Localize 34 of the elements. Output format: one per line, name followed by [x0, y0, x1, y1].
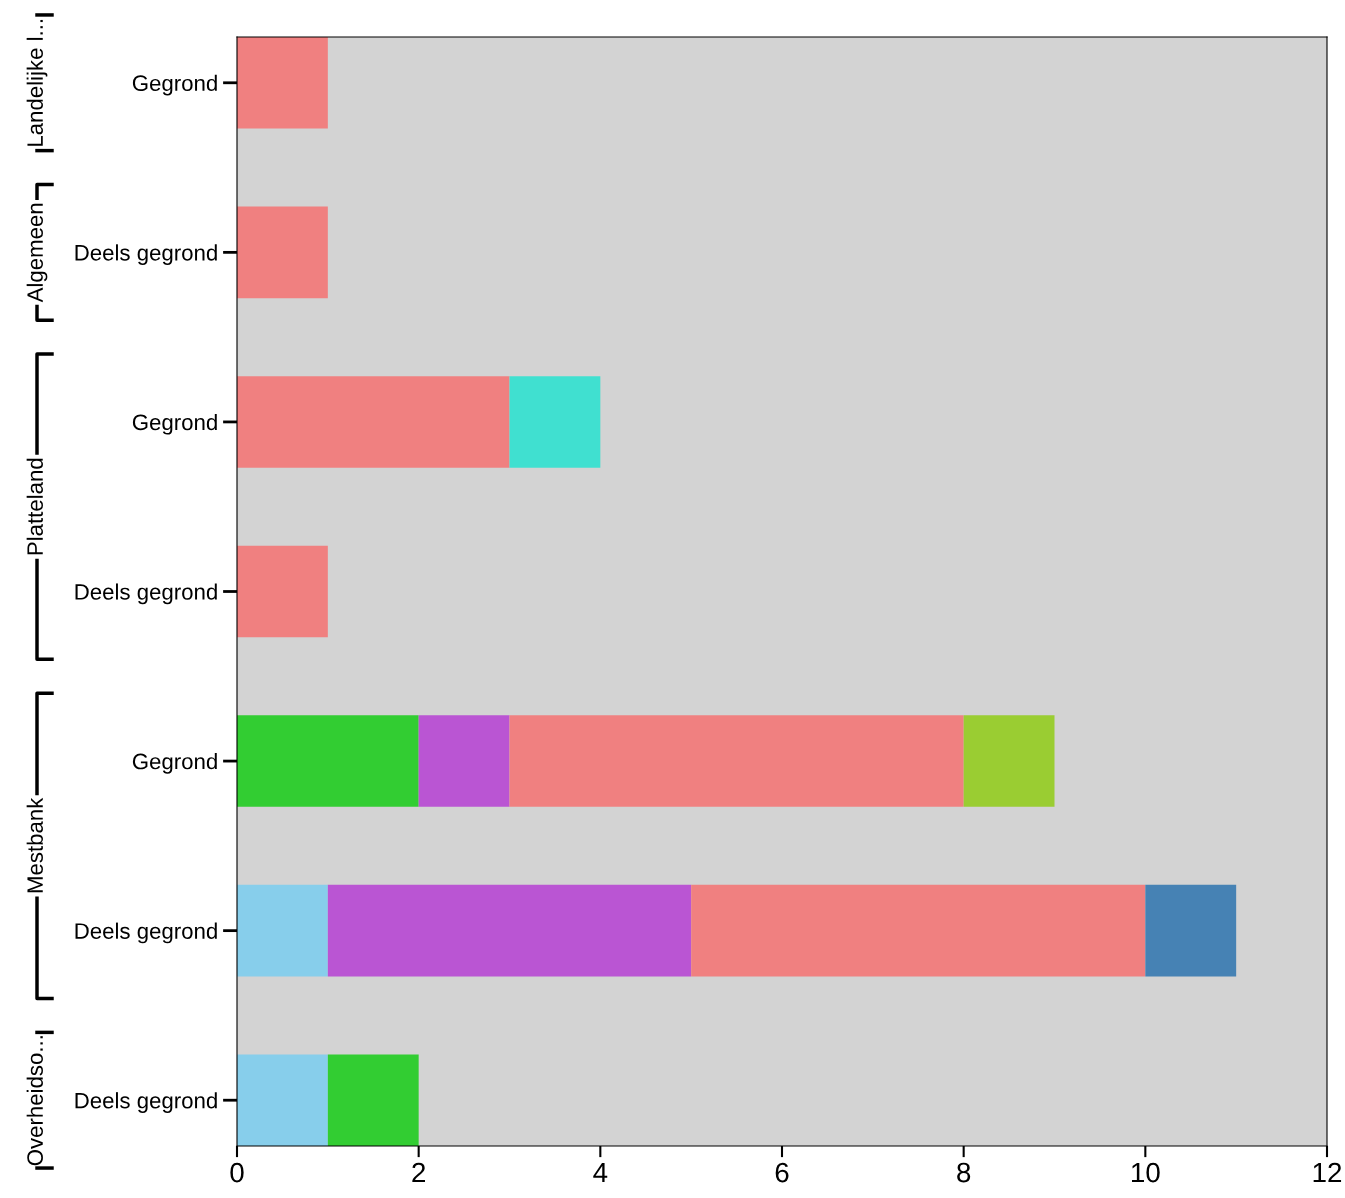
- x-tick-label: 6: [775, 1162, 789, 1183]
- bar: [237, 376, 510, 468]
- bar: [509, 376, 601, 468]
- bar: [691, 884, 1146, 977]
- bar: [237, 1054, 328, 1146]
- y-tick-label: Gegrond: [132, 413, 217, 435]
- x-tick-label: 4: [593, 1162, 608, 1183]
- x-tick-label: 10: [1132, 1162, 1160, 1183]
- text: Mestbank: [26, 797, 43, 893]
- x-tick-label: 0: [230, 1162, 244, 1183]
- bar: [327, 1054, 419, 1146]
- bar: [237, 884, 328, 977]
- y-tick-label: Deels gegrond: [75, 922, 217, 944]
- bar: [963, 715, 1055, 807]
- text: Platteland: [26, 458, 43, 555]
- bar: [237, 37, 328, 129]
- bar: [237, 715, 419, 807]
- bar: [509, 715, 964, 807]
- x-tick-label: 12: [1313, 1162, 1342, 1183]
- bar: [237, 545, 328, 638]
- y-tick-label: Deels gegrond: [75, 244, 217, 266]
- bar: [327, 884, 692, 977]
- y-tick-label: Deels gegrond: [75, 1092, 217, 1113]
- text: Landelijke l...: [26, 19, 48, 146]
- y-tick-label: Deels gegrond: [75, 583, 217, 605]
- bar: [237, 206, 328, 299]
- x-tick-label: 8: [957, 1162, 971, 1183]
- text: Overheidso...: [26, 1036, 43, 1166]
- bar: [1145, 884, 1237, 977]
- y-tick-label: Gegrond: [132, 753, 217, 774]
- y-tick-label: Gegrond: [132, 74, 217, 96]
- x-tick-label: 2: [412, 1162, 425, 1183]
- text: Algemeen: [26, 203, 48, 303]
- bar: [418, 715, 510, 807]
